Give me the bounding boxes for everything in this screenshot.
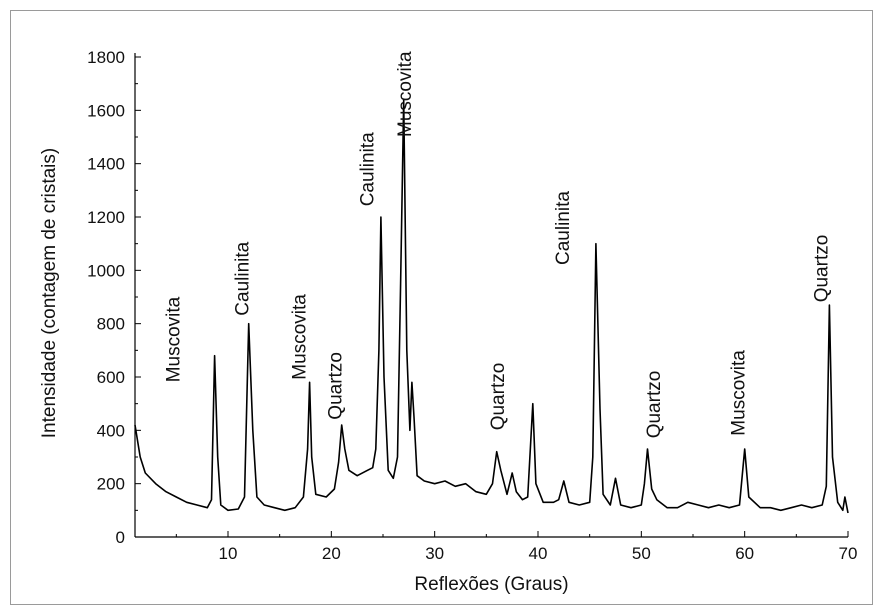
y-tick-label: 0 xyxy=(116,528,125,547)
y-axis-ticks: 0 200 400 600 800 1000 1200 1400 1600 1800 xyxy=(87,48,141,547)
series-layer xyxy=(134,98,849,514)
x-tick-label: 30 xyxy=(425,544,444,563)
peak-label: Quartzo xyxy=(326,352,347,420)
x-tick-label: 10 xyxy=(219,544,238,563)
x-axis-ticks: 10 20 30 40 50 60 70 xyxy=(175,531,858,563)
x-axis-label: Reflexões (Graus) xyxy=(414,574,568,595)
x-tick-label: 40 xyxy=(529,544,548,563)
peak-label: Quartzo xyxy=(644,371,665,439)
peak-label: Muscovita xyxy=(163,296,184,382)
y-axis-label: Intensidade (contagem de cristais) xyxy=(39,148,60,438)
y-tick-label: 800 xyxy=(97,315,125,334)
peak-label: Muscovita xyxy=(729,350,750,436)
peak-label: Muscovita xyxy=(395,51,416,137)
y-tick-label: 1800 xyxy=(87,48,125,67)
peak-annotations: Muscovita Caulinita Muscovita Quartzo Caulin… xyxy=(163,51,832,438)
xrd-chart: 0 200 400 600 800 1000 1200 1400 1600 1800 10 20 30… xyxy=(39,48,858,595)
peak-label: Quartzo xyxy=(811,235,832,303)
diffraction-trace xyxy=(134,98,849,514)
x-tick-label: 20 xyxy=(322,544,341,563)
peak-label: Quartzo xyxy=(488,363,509,431)
x-tick-label: 50 xyxy=(632,544,651,563)
y-tick-label: 400 xyxy=(97,421,125,440)
peak-label: Caulinita xyxy=(233,241,254,315)
y-tick-label: 600 xyxy=(97,368,125,387)
peak-label: Muscovita xyxy=(290,294,311,380)
y-tick-label: 1000 xyxy=(87,261,125,280)
y-tick-label: 1600 xyxy=(87,101,125,120)
chart-axes xyxy=(134,53,848,538)
y-tick-label: 200 xyxy=(97,475,125,494)
peak-label: Caulinita xyxy=(553,191,574,265)
y-tick-label: 1200 xyxy=(87,208,125,227)
y-tick-label: 1400 xyxy=(87,155,125,174)
figure-frame: 0 200 400 600 800 1000 1200 1400 1600 1800 10 20 30… xyxy=(10,10,873,605)
x-tick-label: 60 xyxy=(735,544,754,563)
x-tick-label: 70 xyxy=(839,544,858,563)
peak-label: Caulinita xyxy=(358,132,379,206)
